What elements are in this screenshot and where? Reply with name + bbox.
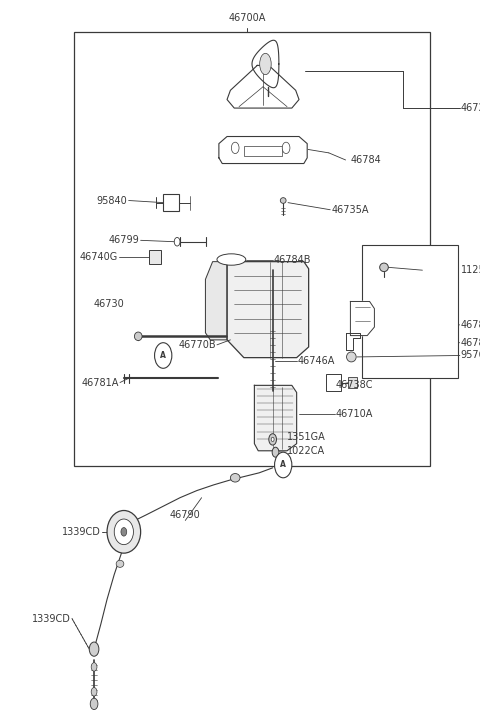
Bar (326, 374, 341, 391)
Circle shape (231, 142, 239, 154)
Text: 46710A: 46710A (336, 409, 373, 419)
Circle shape (91, 688, 97, 696)
Polygon shape (74, 32, 430, 466)
Text: 1022CA: 1022CA (287, 446, 325, 456)
Circle shape (89, 642, 99, 656)
Polygon shape (252, 41, 279, 87)
Text: 95840: 95840 (96, 196, 127, 205)
Circle shape (91, 663, 97, 671)
Circle shape (155, 343, 172, 368)
Text: 46784B: 46784B (274, 255, 311, 264)
Text: 1125KG: 1125KG (461, 265, 480, 275)
Text: 46740G: 46740G (79, 252, 118, 262)
Polygon shape (227, 65, 299, 108)
Text: 1339CD: 1339CD (32, 614, 71, 624)
Text: 46738C: 46738C (336, 380, 373, 390)
Text: 46790: 46790 (169, 510, 200, 520)
Circle shape (269, 434, 276, 445)
Polygon shape (346, 333, 360, 350)
Text: 1339CD: 1339CD (62, 527, 101, 537)
Text: A: A (280, 461, 286, 469)
Polygon shape (205, 262, 227, 340)
Text: 46730: 46730 (93, 299, 124, 309)
Polygon shape (362, 245, 458, 378)
Circle shape (275, 452, 292, 478)
Text: A: A (160, 351, 166, 360)
Ellipse shape (217, 254, 246, 265)
Text: 46780C: 46780C (461, 320, 480, 330)
Ellipse shape (347, 352, 356, 362)
Text: 95761A: 95761A (461, 351, 480, 360)
Circle shape (272, 447, 279, 457)
Polygon shape (350, 301, 374, 336)
Bar (163, 194, 179, 211)
Ellipse shape (134, 332, 142, 341)
Text: 46700A: 46700A (228, 13, 266, 23)
Ellipse shape (380, 263, 388, 272)
Text: 46720: 46720 (461, 103, 480, 113)
Text: 1351GA: 1351GA (287, 432, 326, 442)
Polygon shape (254, 385, 297, 451)
Ellipse shape (116, 560, 124, 567)
Circle shape (174, 237, 180, 246)
Ellipse shape (230, 474, 240, 482)
Text: 46799: 46799 (108, 235, 139, 245)
Bar (149, 250, 161, 264)
Text: 46787A: 46787A (461, 338, 480, 348)
Circle shape (121, 528, 127, 536)
Bar (348, 377, 357, 388)
Text: 46781A: 46781A (82, 378, 119, 387)
Text: 46735A: 46735A (331, 205, 369, 215)
Text: 46784: 46784 (350, 155, 381, 165)
Ellipse shape (280, 198, 286, 203)
Polygon shape (219, 137, 307, 164)
Ellipse shape (114, 519, 133, 545)
Circle shape (271, 437, 274, 442)
Text: 46746A: 46746A (298, 356, 335, 366)
Circle shape (90, 698, 98, 710)
Ellipse shape (107, 510, 141, 553)
Polygon shape (227, 262, 309, 358)
Circle shape (282, 142, 290, 154)
Bar (244, 146, 282, 156)
Ellipse shape (260, 53, 271, 75)
Text: 46770B: 46770B (179, 340, 216, 350)
